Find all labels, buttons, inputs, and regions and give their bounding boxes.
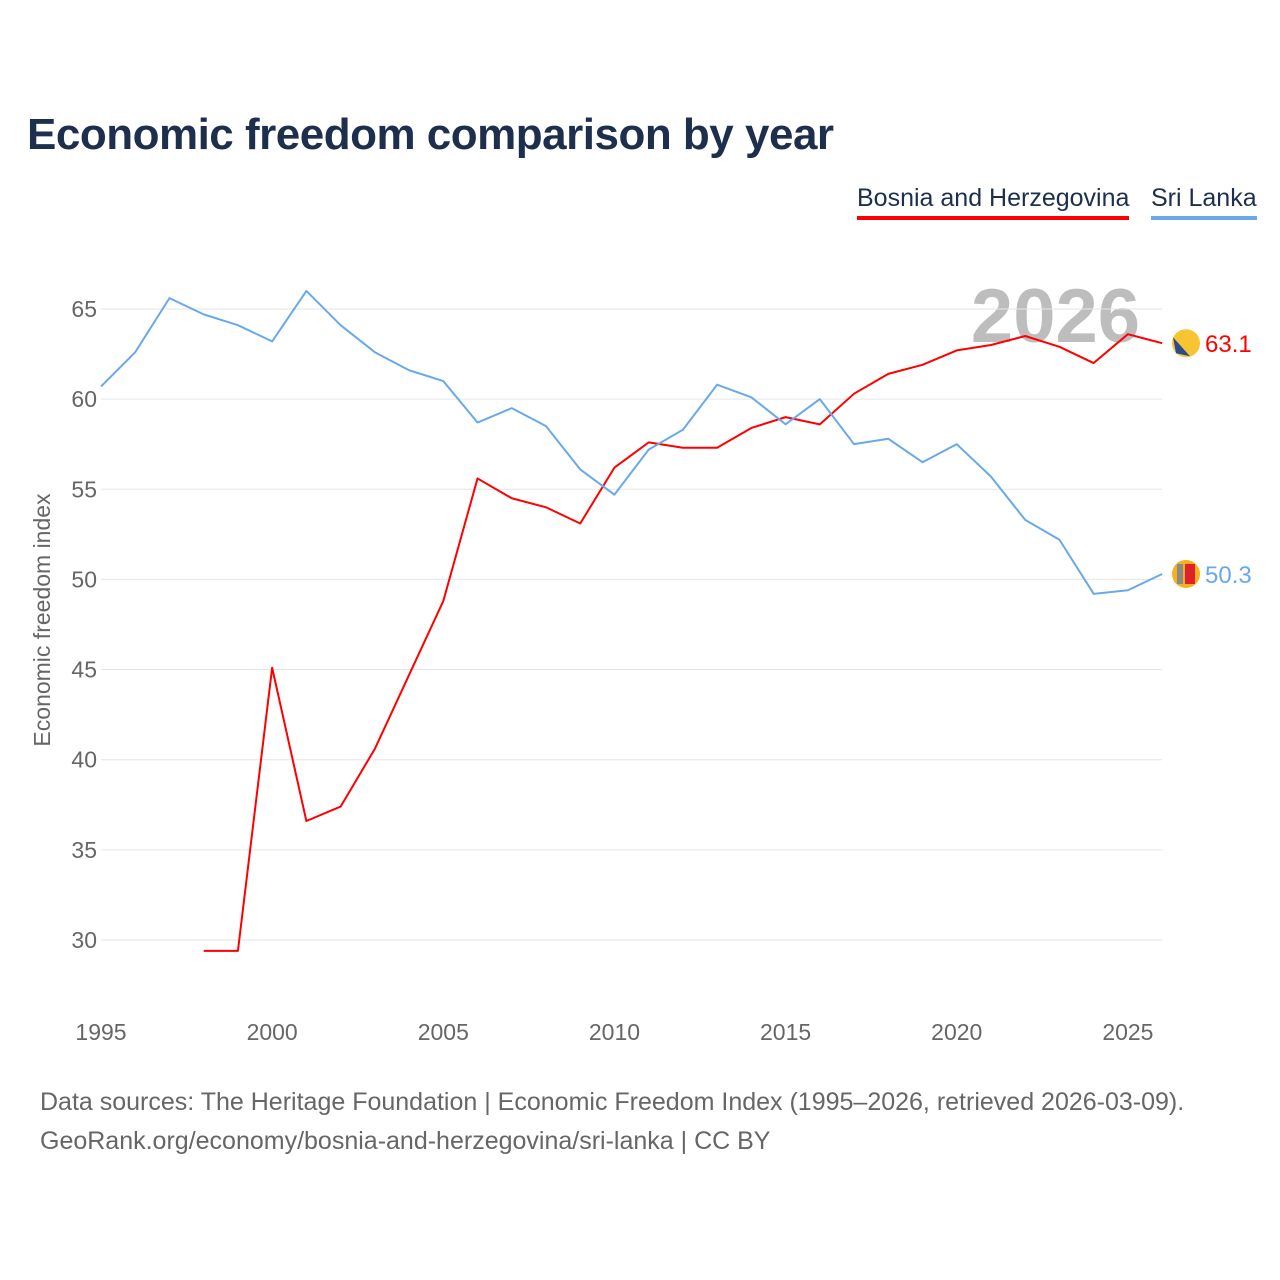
y-tick-label: 35 (71, 837, 97, 863)
series-line-bosnia (203, 333, 1163, 952)
source-url: GeoRank.org/economy/bosnia-and-herzegovi… (40, 1127, 771, 1155)
y-tick-label: 65 (71, 296, 97, 322)
end-value-label: 50.3 (1205, 562, 1252, 589)
x-tick-label: 2010 (589, 1019, 640, 1045)
legend-sri-lanka[interactable]: Sri Lanka (1151, 184, 1257, 220)
y-axis-label: Economic freedom index (29, 493, 55, 747)
sri-lanka-flag-icon-part (1185, 563, 1195, 584)
y-tick-label: 40 (71, 747, 97, 773)
y-tick-label: 45 (71, 657, 97, 683)
data-source: Data sources: The Heritage Foundation | … (40, 1088, 1185, 1116)
y-tick-label: 60 (71, 386, 97, 412)
end-value-label: 63.1 (1205, 331, 1252, 358)
bosnia-flag-icon-part (1173, 337, 1190, 357)
legend-bosnia[interactable]: Bosnia and Herzegovina (857, 184, 1130, 220)
x-tick-label: 2020 (931, 1019, 982, 1045)
x-tick-label: 2025 (1102, 1019, 1153, 1045)
x-tick-label: 2005 (418, 1019, 469, 1045)
x-tick-label: 2000 (247, 1019, 298, 1045)
series-line-sri-lanka (100, 289, 1163, 595)
y-tick-label: 30 (71, 927, 97, 953)
y-tick-label: 50 (71, 566, 97, 592)
x-tick-label: 1995 (75, 1019, 126, 1045)
chart-title: Economic freedom comparison by year (27, 110, 834, 159)
x-tick-label: 2015 (760, 1019, 811, 1045)
sri-lanka-flag-icon-part (1177, 563, 1183, 584)
y-tick-label: 55 (71, 476, 97, 502)
